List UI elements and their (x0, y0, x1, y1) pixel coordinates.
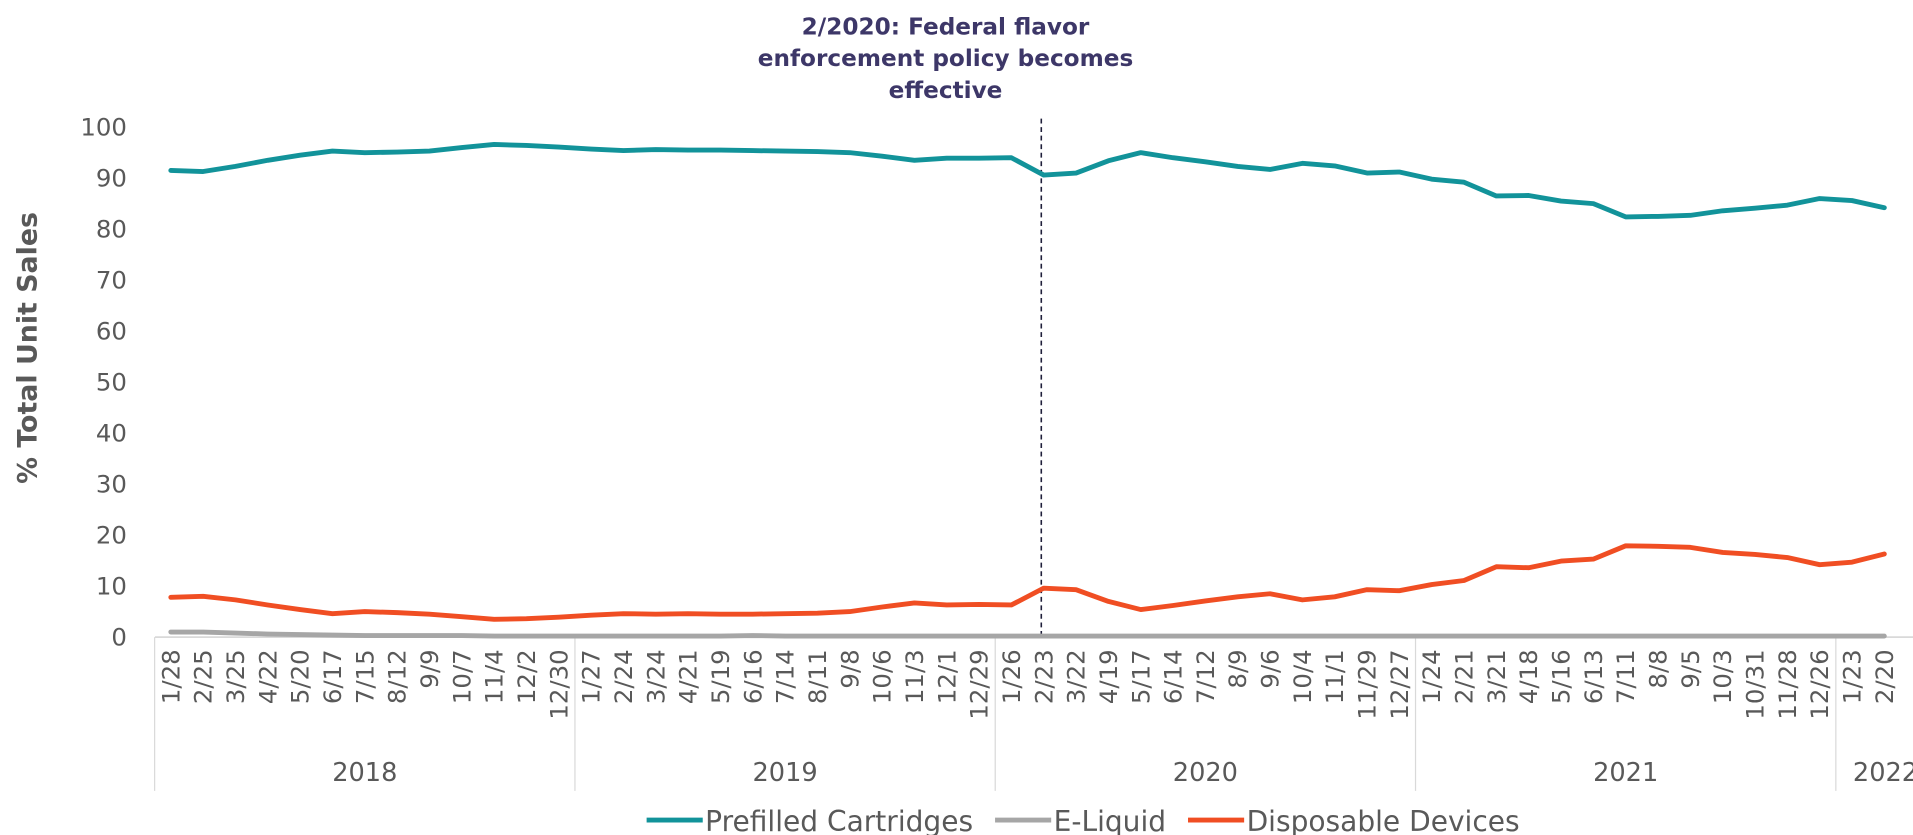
y-tick-label: 70 (96, 266, 127, 295)
x-tick-label: 10/6 (868, 649, 897, 704)
x-tick-label: 7/11 (1611, 649, 1640, 704)
x-tick-label: 5/17 (1126, 649, 1155, 704)
x-tick-label: 6/14 (1159, 649, 1188, 704)
annotation-text: enforcement policy becomes (758, 45, 1134, 72)
y-tick-label: 50 (96, 368, 127, 397)
y-tick-label: 80 (96, 215, 127, 244)
x-tick-label: 12/1 (932, 649, 961, 704)
x-tick-label: 8/12 (383, 649, 412, 704)
annotation-text: effective (889, 77, 1003, 104)
x-tick-label: 7/14 (771, 649, 800, 704)
legend-label: Prefilled Cartridges (705, 805, 973, 835)
y-tick-label: 90 (96, 164, 127, 193)
x-tick-label: 11/29 (1353, 649, 1382, 719)
x-tick-label: 11/28 (1773, 649, 1802, 719)
y-tick-label: 20 (96, 521, 127, 550)
x-tick-label: 8/9 (1223, 649, 1252, 688)
x-group-label: 2020 (1173, 758, 1238, 788)
x-tick-label: 5/20 (286, 649, 315, 704)
x-tick-label: 7/15 (350, 649, 379, 704)
legend-label: E-Liquid (1054, 805, 1166, 835)
x-tick-label: 12/29 (965, 649, 994, 719)
x-tick-label: 12/30 (544, 649, 573, 719)
x-tick-label: 11/4 (480, 649, 509, 704)
x-tick-label: 1/24 (1417, 649, 1446, 704)
y-tick-label: 40 (96, 419, 127, 448)
x-group-label: 2022 (1853, 758, 1913, 788)
x-tick-label: 11/1 (1320, 649, 1349, 704)
y-tick-label: 60 (96, 317, 127, 346)
y-axis-label: % Total Unit Sales (13, 212, 44, 484)
x-tick-label: 9/8 (835, 649, 864, 688)
x-tick-label: 7/12 (1191, 649, 1220, 704)
x-tick-label: 9/9 (415, 649, 444, 688)
x-tick-label: 10/4 (1288, 649, 1317, 704)
series-line (168, 629, 1887, 639)
x-tick-label: 1/28 (156, 649, 185, 704)
x-tick-label: 2/20 (1870, 649, 1899, 704)
x-tick-label: 2/24 (609, 649, 638, 704)
x-tick-label: 6/17 (318, 649, 347, 704)
x-tick-label: 2/25 (189, 649, 218, 704)
x-tick-label: 3/24 (641, 649, 670, 704)
x-tick-label: 6/13 (1579, 649, 1608, 704)
x-tick-label: 9/6 (1256, 649, 1285, 688)
x-tick-label: 10/31 (1741, 649, 1770, 719)
y-tick-label: 0 (111, 623, 127, 652)
x-tick-label: 2/23 (1029, 649, 1058, 704)
x-tick-label: 5/19 (706, 649, 735, 704)
y-tick-label: 30 (96, 470, 127, 499)
x-tick-label: 10/7 (447, 649, 476, 704)
x-tick-label: 1/26 (997, 649, 1026, 704)
x-tick-label: 2/21 (1450, 649, 1479, 704)
x-tick-label: 3/25 (221, 649, 250, 704)
x-tick-label: 1/23 (1838, 649, 1867, 704)
x-group-label: 2019 (752, 758, 817, 788)
annotation-text: 2/2020: Federal flavor (802, 13, 1090, 40)
x-tick-label: 11/3 (900, 649, 929, 704)
y-tick-label: 100 (80, 113, 127, 142)
x-tick-label: 10/3 (1708, 649, 1737, 704)
x-tick-label: 1/27 (577, 649, 606, 704)
x-tick-label: 4/18 (1514, 649, 1543, 704)
x-tick-label: 4/22 (253, 649, 282, 704)
legend-label: Disposable Devices (1247, 805, 1520, 835)
series-line (168, 543, 1887, 622)
x-tick-label: 12/26 (1805, 649, 1834, 719)
x-tick-label: 12/2 (512, 649, 541, 704)
x-tick-label: 4/19 (1094, 649, 1123, 704)
x-tick-label: 3/22 (1062, 649, 1091, 704)
x-tick-label: 5/16 (1547, 649, 1576, 704)
x-tick-label: 4/21 (674, 649, 703, 704)
x-group-label: 2021 (1593, 758, 1658, 788)
x-tick-label: 8/11 (803, 649, 832, 704)
x-tick-label: 6/16 (738, 649, 767, 704)
x-tick-label: 9/5 (1676, 649, 1705, 688)
x-group-label: 2018 (332, 758, 397, 788)
x-tick-label: 12/27 (1385, 649, 1414, 719)
series-line (168, 142, 1887, 220)
x-tick-label: 3/21 (1482, 649, 1511, 704)
x-tick-label: 8/8 (1644, 649, 1673, 688)
y-tick-label: 10 (96, 572, 127, 601)
